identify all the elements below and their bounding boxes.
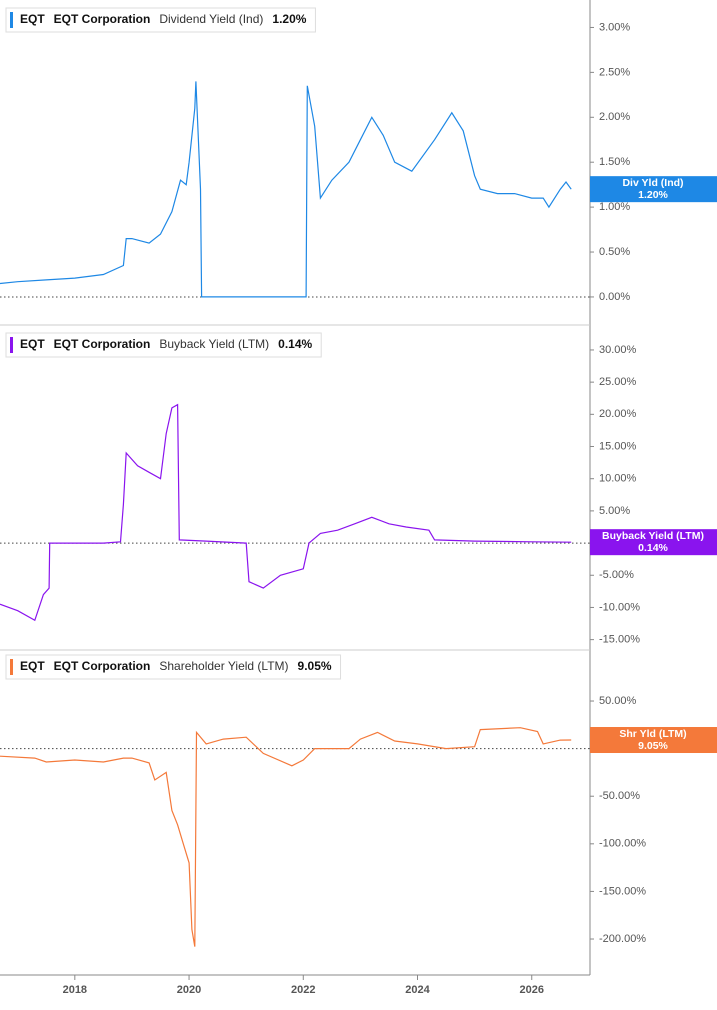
legend-swatch xyxy=(10,12,13,28)
company: EQT Corporation xyxy=(54,337,151,351)
y-tick-label: 1.50% xyxy=(599,156,630,168)
legend-swatch xyxy=(10,659,13,675)
ticker: EQT xyxy=(20,12,45,26)
value-tag xyxy=(590,727,717,754)
y-tick-label: 25.00% xyxy=(599,376,637,388)
legend-box xyxy=(5,7,316,33)
y-tick-label: -150.00% xyxy=(599,885,646,897)
x-tick-label: 2018 xyxy=(63,984,87,996)
y-tick-label: 0.50% xyxy=(599,246,630,258)
legend-header: EQT EQT Corporation Buyback Yield (LTM) 0.1… xyxy=(5,332,322,358)
series-line xyxy=(0,403,572,622)
legend-box xyxy=(5,332,322,358)
tag-value: 1.20% xyxy=(638,189,668,201)
legend-header: EQT EQT Corporation Dividend Yield (Ind) 1.… xyxy=(5,7,316,33)
series-name: Buyback Yield (LTM) xyxy=(159,337,269,351)
legend-box xyxy=(5,654,342,680)
y-tick-label: 3.00% xyxy=(599,21,630,33)
tag-name: Div Yld (Ind) xyxy=(622,177,683,189)
y-tick-label: 0.00% xyxy=(599,291,630,303)
y-tick-label: 2.50% xyxy=(599,66,630,78)
x-tick-label: 2022 xyxy=(291,984,315,996)
tag-name: Buyback Yield (LTM) xyxy=(602,530,704,542)
x-tick-label: 2020 xyxy=(177,984,201,996)
last-value: 9.05% xyxy=(298,659,332,673)
tag-value: 0.14% xyxy=(638,542,668,554)
y-tick-label: -10.00% xyxy=(599,601,640,613)
company: EQT Corporation xyxy=(54,12,151,26)
y-tick-label: 15.00% xyxy=(599,440,637,452)
y-tick-label: 1.00% xyxy=(599,201,630,213)
y-tick-label: 20.00% xyxy=(599,408,637,420)
y-tick-label: 2.00% xyxy=(599,111,630,123)
y-tick-label: 5.00% xyxy=(599,505,630,517)
last-value: 0.14% xyxy=(278,337,312,351)
y-tick-label: 30.00% xyxy=(599,344,637,356)
series-line xyxy=(0,81,572,298)
x-tick-label: 2026 xyxy=(520,984,544,996)
x-tick-label: 2024 xyxy=(405,984,430,996)
tag-name: Shr Yld (LTM) xyxy=(619,728,686,740)
y-tick-label: -50.00% xyxy=(599,790,640,802)
value-tag xyxy=(590,529,717,556)
legend-swatch xyxy=(10,337,13,353)
ticker: EQT xyxy=(20,659,45,673)
y-tick-label: -100.00% xyxy=(599,838,646,850)
ticker: EQT xyxy=(20,337,45,351)
last-value: 1.20% xyxy=(272,12,306,26)
y-tick-label: 50.00% xyxy=(599,695,637,707)
series-name: Shareholder Yield (LTM) xyxy=(159,659,288,673)
legend-header: EQT EQT Corporation Shareholder Yield (LTM… xyxy=(5,654,342,680)
y-tick-label: -5.00% xyxy=(599,569,634,581)
tag-value: 9.05% xyxy=(638,740,668,752)
company: EQT Corporation xyxy=(54,659,151,673)
series-line xyxy=(0,727,572,947)
value-tag xyxy=(590,176,717,203)
series-name: Dividend Yield (Ind) xyxy=(159,12,263,26)
y-tick-label: -200.00% xyxy=(599,933,646,945)
y-tick-label: 10.00% xyxy=(599,473,637,485)
y-tick-label: -15.00% xyxy=(599,634,640,646)
